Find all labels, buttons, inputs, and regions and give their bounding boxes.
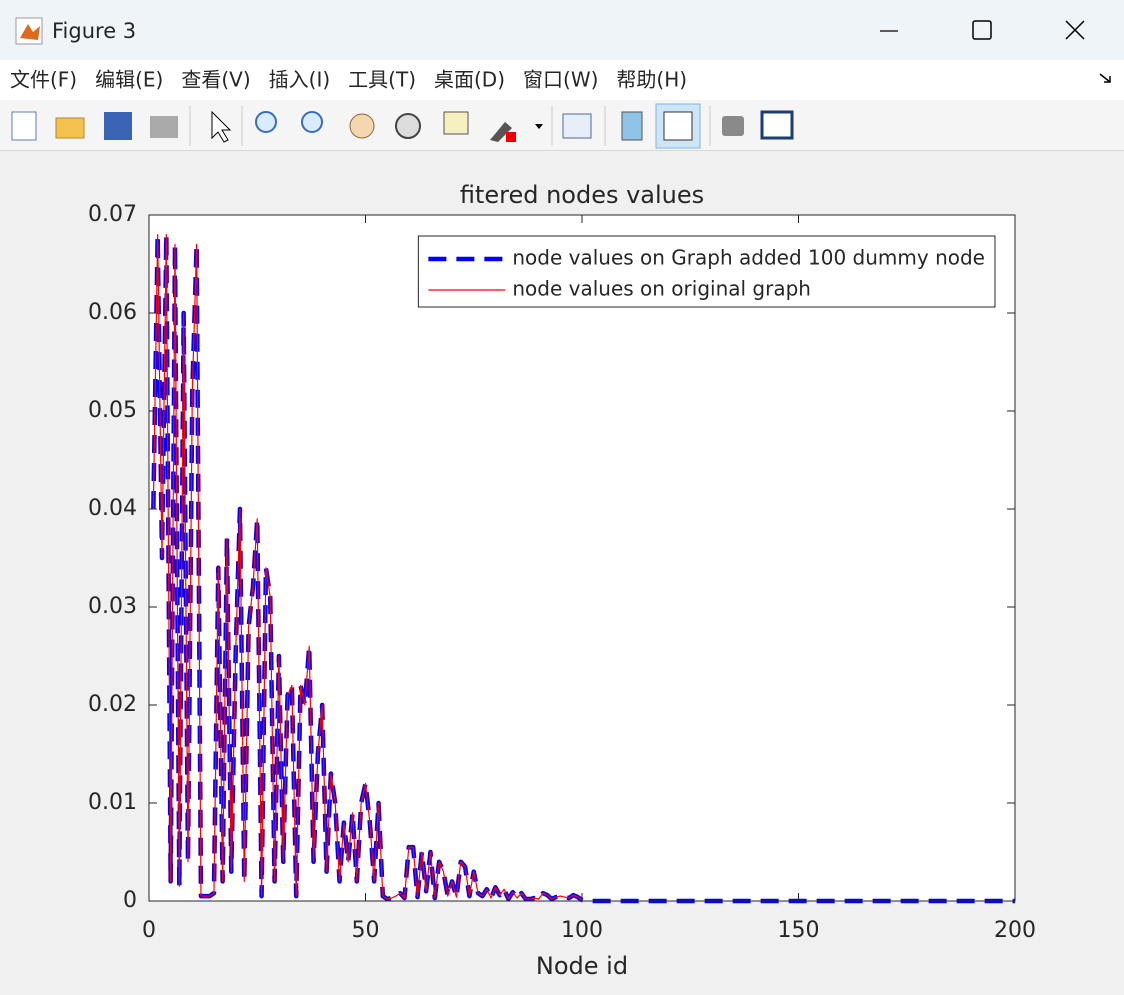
brush-icon[interactable] xyxy=(490,122,512,142)
legend-label: node values on original graph xyxy=(512,277,811,301)
pan-icon[interactable] xyxy=(349,113,375,139)
menu-arrow[interactable] xyxy=(1099,73,1111,83)
y-tick-label: 0 xyxy=(123,888,137,913)
menu-item[interactable]: 编辑(E) xyxy=(95,68,163,92)
colorbar-icon[interactable] xyxy=(621,111,643,141)
rotate-icon[interactable] xyxy=(395,113,421,139)
x-tick-label: 150 xyxy=(778,918,820,943)
y-tick-label: 0.05 xyxy=(88,398,137,423)
chart: fitered nodes values Node id 0 0.01 0.02 0.03… xyxy=(88,181,1036,980)
data-line xyxy=(152,234,583,901)
title-bar: Figure 3 xyxy=(0,0,1124,60)
link-icon[interactable] xyxy=(562,113,592,139)
legend-label: node values on Graph added 100 dummy nod… xyxy=(512,246,985,270)
window-title: Figure 3 xyxy=(52,19,136,43)
menu-bar: 文件(F) 编辑(E) 查看(V) 插入(I) 工具(T) 桌面(D) 窗口(W) 帮助(H) xyxy=(0,60,1124,100)
x-axis-label: Node id xyxy=(536,952,628,980)
menu-item[interactable]: 查看(V) xyxy=(181,68,250,92)
hide-tools-icon[interactable] xyxy=(722,116,744,136)
menu-item[interactable]: 帮助(H) xyxy=(616,68,687,92)
zoom-out-icon[interactable] xyxy=(301,111,323,133)
y-tick-label: 0.02 xyxy=(88,692,137,717)
brush-color xyxy=(506,132,516,142)
app-icon-shape xyxy=(20,24,40,40)
save-icon[interactable] xyxy=(104,112,132,140)
brush-dropdown[interactable] xyxy=(535,124,543,129)
open-icon[interactable] xyxy=(55,117,85,139)
x-tick-label: 200 xyxy=(994,918,1036,943)
legend-box xyxy=(417,235,996,308)
x-tick-label: 50 xyxy=(352,918,380,943)
print-icon[interactable] xyxy=(150,116,178,138)
x-tick-label: 0 xyxy=(142,918,156,943)
menu-item[interactable]: 窗口(W) xyxy=(523,68,598,92)
legend-icon[interactable] xyxy=(663,111,693,141)
y-tick-label: 0.04 xyxy=(88,496,137,521)
close-button[interactable] xyxy=(1065,20,1085,40)
plot-area xyxy=(149,215,1015,901)
toolbar-icons xyxy=(11,103,794,149)
zoom-in-icon[interactable] xyxy=(255,111,277,133)
dock-icon[interactable] xyxy=(760,110,794,140)
x-tick-label: 100 xyxy=(561,918,603,943)
axes-box xyxy=(148,214,1016,902)
menu-item[interactable]: 插入(I) xyxy=(269,68,331,92)
y-tick-label: 0.06 xyxy=(88,300,137,325)
datatip-icon[interactable] xyxy=(443,111,469,135)
menu-item[interactable]: 工具(T) xyxy=(348,68,416,92)
new-icon[interactable] xyxy=(11,111,37,141)
maximize-button[interactable] xyxy=(972,20,992,40)
y-tick-label: 0.01 xyxy=(88,790,137,815)
menu-item[interactable]: 桌面(D) xyxy=(434,68,505,92)
chart-title: fitered nodes values xyxy=(460,181,704,209)
menu-item[interactable]: 文件(F) xyxy=(10,68,77,92)
toolbar xyxy=(0,100,1124,151)
y-tick-label: 0.07 xyxy=(88,202,137,227)
legend: node values on Graph added 100 dummy nod… xyxy=(417,235,996,308)
y-tick-label: 0.03 xyxy=(88,594,137,619)
pointer-icon[interactable] xyxy=(211,110,232,143)
